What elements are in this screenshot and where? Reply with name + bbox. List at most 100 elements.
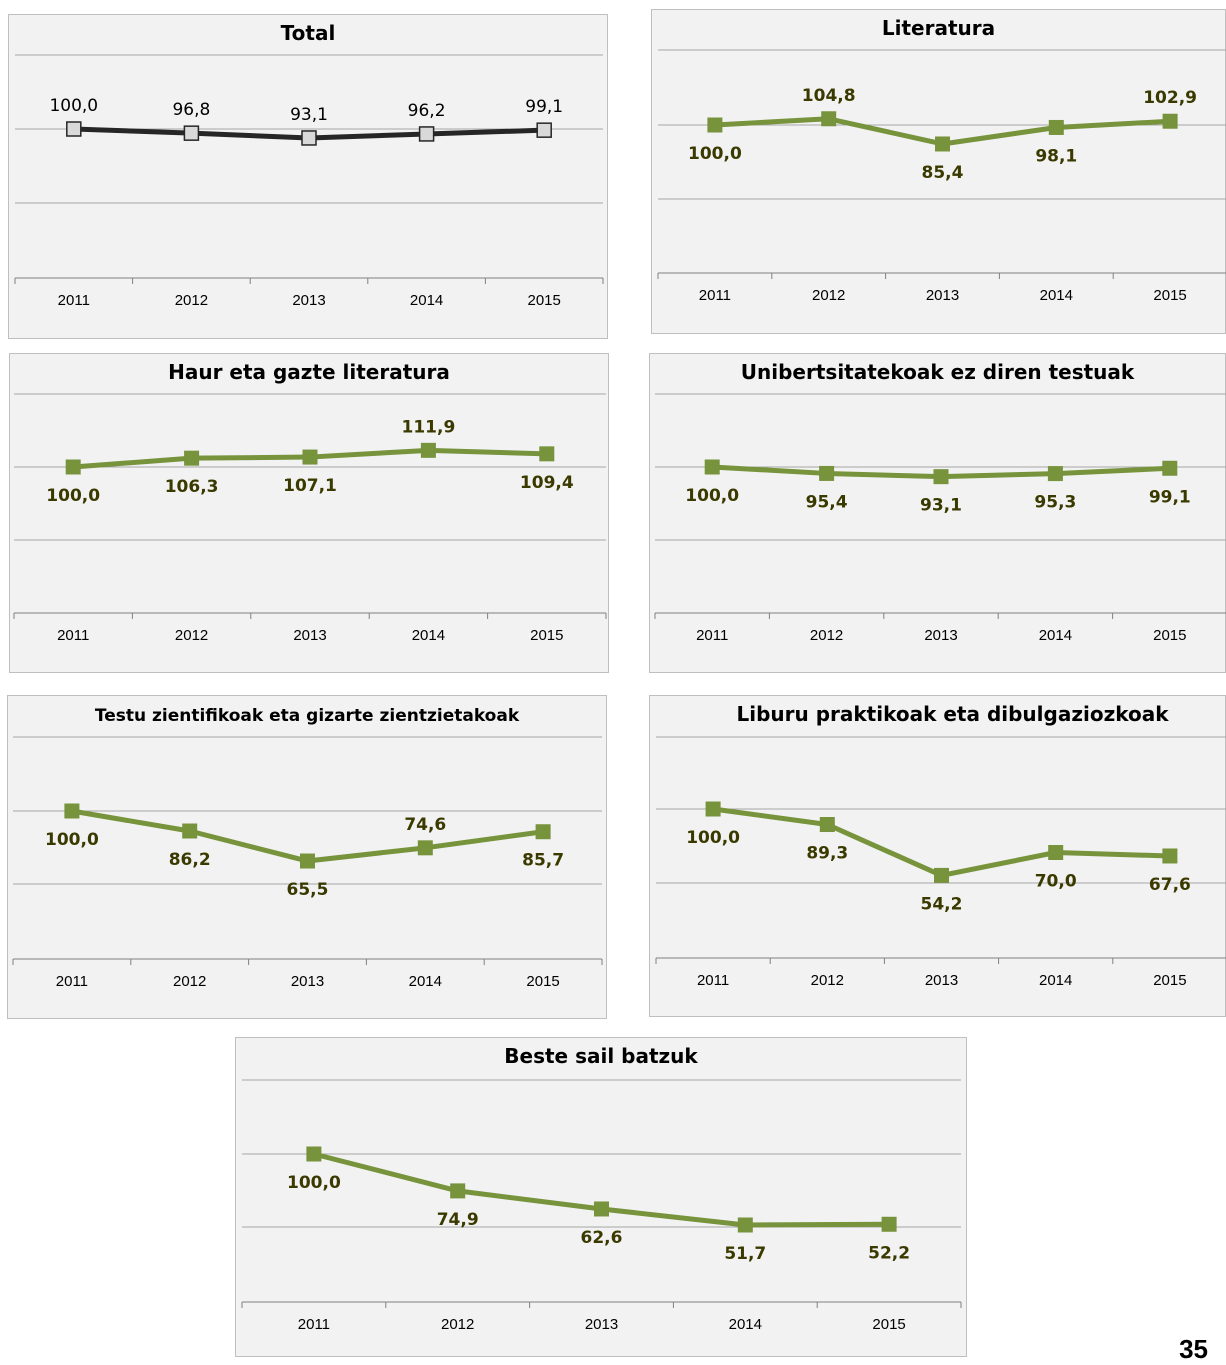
data-point-marker — [1162, 113, 1178, 129]
data-point-marker — [819, 817, 835, 833]
data-point-marker — [301, 130, 317, 146]
data-point-marker — [302, 449, 318, 465]
x-tick-label: 2014 — [729, 1316, 762, 1333]
data-label: 96,8 — [172, 100, 210, 120]
chart-panel-haur-eta-gazte-literatura: Haur eta gazte literatura 2011 2012 2013 20… — [9, 353, 609, 673]
x-tick-label: 2011 — [696, 627, 728, 644]
x-tick-label: 2013 — [293, 627, 326, 644]
data-point-marker — [933, 469, 949, 485]
data-point-marker — [182, 823, 198, 839]
x-tick-label: 2012 — [175, 627, 208, 644]
data-label: 109,4 — [520, 473, 574, 493]
x-tick-label: 2013 — [925, 972, 958, 989]
data-point-marker — [821, 111, 837, 127]
data-label: 111,9 — [402, 417, 456, 437]
data-point-marker — [536, 122, 552, 138]
chart-title: Liburu praktikoak eta dibulgaziozkoak — [736, 702, 1169, 726]
data-label: 65,5 — [287, 880, 329, 900]
x-tick-label: 2015 — [872, 1316, 905, 1333]
chart-title: Unibertsitatekoak ez diren testuak — [740, 360, 1135, 384]
data-point-marker — [418, 126, 435, 142]
data-point-marker — [300, 853, 315, 869]
data-point-marker — [535, 824, 551, 840]
series-line — [712, 806, 1170, 878]
data-point-marker — [819, 465, 835, 481]
data-point-marker — [1048, 845, 1064, 860]
data-label: 100,0 — [685, 486, 739, 506]
data-label: 98,1 — [1035, 146, 1077, 166]
data-point-marker — [934, 867, 949, 883]
x-tick-label: 2015 — [1153, 972, 1186, 989]
x-tick-label: 2014 — [1039, 972, 1072, 989]
data-label: 62,6 — [581, 1228, 623, 1248]
page-number: 35 — [1179, 1334, 1208, 1364]
line-chart: 2011 2012 2013 2014 2015 100,0 106,3 107,1 111,9… — [13, 393, 607, 644]
data-label: 104,8 — [802, 86, 856, 106]
line-chart: 2011 2012 2013 2014 2015 100,0 96,8 93,1 96,2 99,… — [14, 54, 604, 309]
data-label: 74,9 — [437, 1210, 479, 1230]
data-label: 70,0 — [1035, 872, 1077, 892]
x-tick-label: 2012 — [175, 292, 208, 309]
data-label: 74,6 — [404, 815, 446, 835]
data-label: 95,3 — [1034, 493, 1076, 513]
data-label: 67,6 — [1149, 875, 1191, 895]
x-tick-label: 2012 — [441, 1316, 474, 1333]
x-tick-label: 2012 — [811, 972, 844, 989]
chart-panel-literatura: Literatura 2011 2012 2013 2014 2015 100,0 104,… — [651, 9, 1226, 334]
data-point-marker — [64, 803, 80, 819]
data-point-marker — [184, 450, 200, 466]
data-label: 52,2 — [868, 1243, 910, 1263]
x-tick-label: 2011 — [699, 287, 731, 304]
data-label: 51,7 — [724, 1244, 766, 1264]
data-point-marker — [705, 801, 721, 817]
chart-title: Haur eta gazte literatura — [168, 360, 450, 384]
data-label: 99,1 — [525, 97, 563, 117]
data-point-marker — [737, 1217, 753, 1233]
data-label: 102,9 — [1143, 88, 1197, 108]
data-label: 86,2 — [169, 850, 211, 870]
data-point-marker — [881, 1216, 897, 1232]
x-tick-label: 2012 — [173, 973, 206, 990]
data-label: 85,4 — [922, 163, 964, 183]
x-tick-label: 2012 — [810, 627, 843, 644]
chart-panel-liburu-praktikoak: Liburu praktikoak eta dibulgaziozkoak 20… — [649, 695, 1226, 1017]
data-label: 54,2 — [921, 894, 963, 914]
x-tick-label: 2015 — [1153, 627, 1186, 644]
series-line — [71, 808, 544, 864]
data-label: 95,4 — [806, 492, 848, 512]
data-label: 93,1 — [290, 105, 328, 125]
x-tick-label: 2014 — [1040, 287, 1073, 304]
chart-panel-testu-zientifikoak: Testu zientifikoak eta gizarte zientziet… — [7, 695, 607, 1019]
data-point-marker — [183, 125, 200, 141]
x-tick-label: 2014 — [409, 973, 442, 990]
x-tick-label: 2013 — [924, 627, 957, 644]
x-tick-label: 2011 — [298, 1316, 330, 1333]
chart-title: Literatura — [881, 16, 996, 40]
x-tick-label: 2012 — [812, 287, 845, 304]
x-tick-label: 2014 — [410, 292, 443, 309]
x-tick-label: 2011 — [58, 292, 90, 309]
chart-panel-unibertsitatekoak: Unibertsitatekoak ez diren testuak 2011 2… — [649, 353, 1226, 673]
data-label: 93,1 — [920, 496, 962, 516]
line-chart: 2011 2012 2013 2014 2015 100,0 104,8 85,4 98,1 10… — [657, 49, 1226, 304]
line-chart: 2011 2012 2013 2014 2015 100,0 89,3 54,2 70,0 67,… — [655, 736, 1226, 989]
x-tick-label: 2013 — [585, 1316, 618, 1333]
data-label: 100,0 — [49, 96, 98, 116]
x-tick-label: 2014 — [412, 627, 445, 644]
data-point-marker — [707, 117, 723, 133]
data-point-marker — [450, 1183, 466, 1199]
data-point-marker — [594, 1201, 609, 1217]
x-tick-label: 2013 — [292, 292, 325, 309]
x-tick-label: 2015 — [526, 973, 559, 990]
line-chart: 2011 2012 2013 2014 2015 100,0 74,9 62,6 51,7 52,… — [241, 1079, 962, 1333]
data-point-marker — [1047, 466, 1063, 482]
chart-title: Total — [280, 21, 336, 45]
chart-title: Beste sail batzuk — [504, 1044, 698, 1068]
data-label: 100,0 — [45, 830, 99, 850]
data-label: 100,0 — [688, 144, 742, 164]
data-point-marker — [420, 442, 436, 458]
x-tick-label: 2015 — [1153, 287, 1186, 304]
data-point-marker — [66, 121, 82, 137]
x-tick-label: 2011 — [57, 627, 89, 644]
line-chart: 2011 2012 2013 2014 2015 100,0 95,4 93,1 95,3 99,… — [654, 393, 1226, 644]
